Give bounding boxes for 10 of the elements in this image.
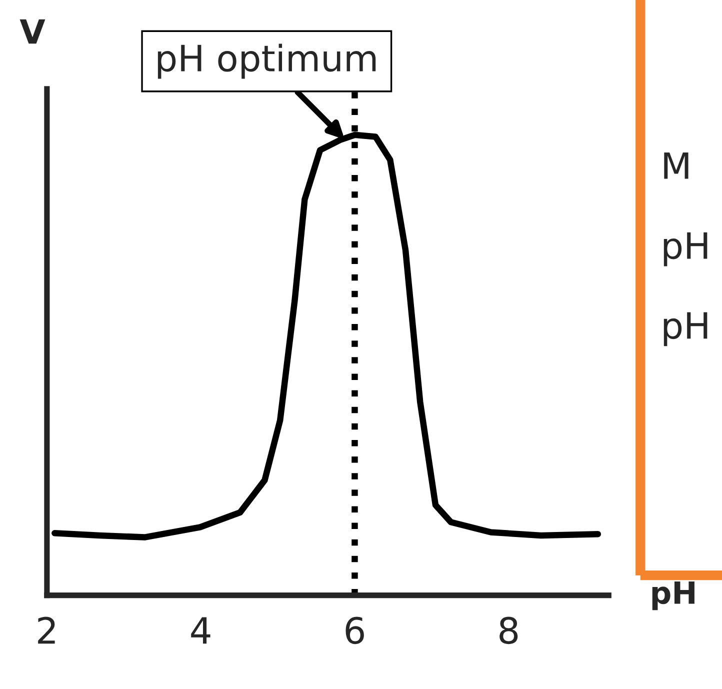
text: pH: [664, 232, 708, 266]
annotation: pH optimum: [158, 44, 376, 79]
x-tick-label: 2: [38, 616, 55, 644]
x-tick-label: 4: [191, 617, 210, 644]
y-axis-title: V: [20, 19, 46, 44]
x-tick-label: 8: [500, 616, 518, 644]
x-tick-label: 6: [346, 616, 364, 644]
text: M: [664, 152, 688, 179]
x-axis-title: pH: [652, 581, 694, 610]
text: pH: [664, 312, 708, 346]
